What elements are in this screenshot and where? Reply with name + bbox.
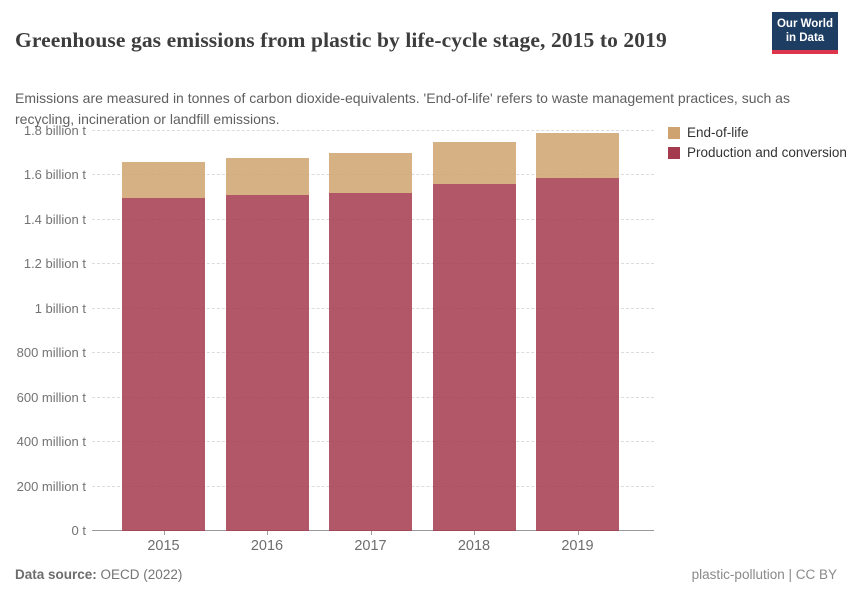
y-axis-tick-label: 800 million t — [16, 345, 86, 361]
legend-item[interactable]: Production and conversion — [668, 145, 847, 160]
x-axis-tick-label: 2016 — [250, 538, 284, 554]
plot-area — [92, 130, 654, 531]
legend-swatch-icon — [668, 126, 680, 139]
chart-footer: Data source: OECD (2022) plastic-polluti… — [15, 567, 837, 582]
x-axis-tick-label: 2017 — [354, 538, 387, 554]
y-axis-tick-label: 0 t — [71, 523, 86, 538]
owid-logo[interactable]: Our World in Data — [772, 12, 838, 54]
y-axis-tick-label: 1.6 billion t — [23, 167, 86, 183]
x-axis-tick — [577, 531, 579, 535]
bar-segment-production-2016[interactable] — [225, 195, 309, 531]
x-axis-tick — [370, 531, 372, 535]
gridline — [92, 130, 654, 131]
y-axis-tick-label: 600 million t — [16, 389, 86, 405]
y-axis-tick-label: 1.2 billion t — [23, 256, 86, 272]
x-axis-tick — [267, 531, 268, 535]
data-source: Data source: OECD (2022) — [15, 567, 182, 582]
license-note: plastic-pollution | CC BY — [691, 567, 837, 582]
legend-item[interactable]: End-of-life — [668, 125, 847, 140]
bar-segment-production-2018[interactable] — [432, 184, 516, 531]
bar-segment-production-2017[interactable] — [329, 193, 412, 531]
bar-segment-production-2015[interactable] — [122, 197, 205, 531]
x-axis-tick-label: 2019 — [561, 538, 594, 554]
data-source-value: OECD (2022) — [100, 567, 183, 582]
y-axis-tick-label: 200 million t — [16, 478, 86, 494]
bar-segment-production-2019[interactable] — [536, 177, 619, 531]
y-axis-tick-label: 1.8 billion t — [23, 123, 86, 138]
legend-label: End-of-life — [687, 125, 749, 140]
y-axis-tick-label: 1 billion t — [34, 300, 86, 316]
bar-segment-end-of-life-2016[interactable] — [225, 157, 309, 196]
x-axis-tick-label: 2015 — [147, 538, 180, 554]
bar-segment-end-of-life-2017[interactable] — [329, 153, 412, 194]
y-axis-tick-label: 1.4 billion t — [23, 211, 86, 227]
x-axis-tick-label: 2018 — [457, 538, 491, 554]
x-axis-tick — [163, 531, 165, 535]
bar-segment-end-of-life-2015[interactable] — [122, 162, 205, 198]
y-axis-tick-label: 400 million t — [16, 434, 86, 450]
legend-swatch-icon — [668, 146, 680, 159]
legend-label: Production and conversion — [687, 145, 847, 160]
chart-legend: End-of-life Production and conversion — [668, 125, 847, 165]
page-title: Greenhouse gas emissions from plastic by… — [15, 28, 667, 53]
bar-segment-end-of-life-2019[interactable] — [536, 133, 619, 178]
owid-logo-line1: Our World — [776, 18, 833, 30]
data-source-label: Data source: — [15, 567, 97, 582]
page-subtitle: Emissions are measured in tonnes of carb… — [15, 90, 790, 127]
owid-logo-line2: in Data — [785, 32, 825, 45]
bar-segment-end-of-life-2018[interactable] — [432, 142, 516, 185]
x-axis-tick — [474, 531, 475, 535]
